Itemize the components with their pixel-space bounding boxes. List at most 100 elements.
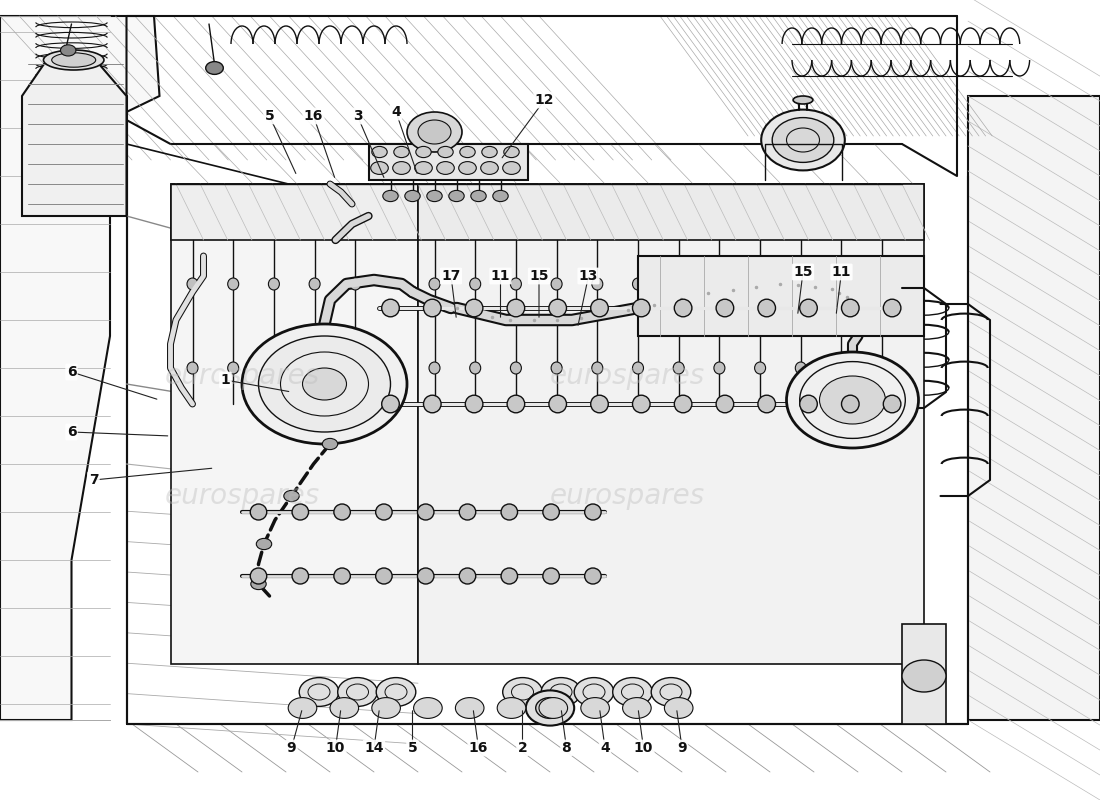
- Text: eurospares: eurospares: [164, 362, 320, 390]
- Ellipse shape: [795, 278, 806, 290]
- Ellipse shape: [52, 53, 96, 67]
- Ellipse shape: [877, 362, 888, 374]
- Circle shape: [493, 190, 508, 202]
- Ellipse shape: [465, 395, 483, 413]
- Ellipse shape: [716, 299, 734, 317]
- Text: 14: 14: [364, 741, 384, 755]
- Ellipse shape: [228, 362, 239, 374]
- Ellipse shape: [883, 395, 901, 413]
- Text: 5: 5: [408, 741, 417, 755]
- Text: 4: 4: [601, 741, 609, 755]
- Ellipse shape: [500, 504, 517, 520]
- Text: 12: 12: [535, 93, 554, 107]
- Ellipse shape: [632, 278, 644, 290]
- Circle shape: [482, 146, 497, 158]
- Ellipse shape: [632, 299, 650, 317]
- Circle shape: [503, 162, 520, 174]
- Text: 9: 9: [287, 741, 296, 755]
- Ellipse shape: [350, 278, 361, 290]
- Polygon shape: [170, 184, 418, 240]
- Circle shape: [459, 162, 476, 174]
- Circle shape: [664, 698, 693, 718]
- Text: 15: 15: [529, 269, 549, 283]
- Circle shape: [623, 698, 651, 718]
- Text: 13: 13: [579, 269, 598, 283]
- Circle shape: [437, 162, 454, 174]
- Ellipse shape: [510, 278, 521, 290]
- Ellipse shape: [470, 362, 481, 374]
- Ellipse shape: [251, 568, 266, 584]
- Ellipse shape: [375, 504, 392, 520]
- Circle shape: [455, 698, 484, 718]
- Ellipse shape: [549, 299, 566, 317]
- Ellipse shape: [793, 96, 813, 104]
- Ellipse shape: [309, 278, 320, 290]
- Circle shape: [206, 62, 223, 74]
- Ellipse shape: [424, 395, 441, 413]
- Ellipse shape: [309, 362, 320, 374]
- Circle shape: [383, 190, 398, 202]
- Ellipse shape: [758, 395, 776, 413]
- Ellipse shape: [795, 362, 806, 374]
- Ellipse shape: [591, 395, 608, 413]
- Polygon shape: [22, 64, 126, 216]
- Circle shape: [414, 698, 442, 718]
- Ellipse shape: [836, 278, 847, 290]
- Ellipse shape: [836, 362, 847, 374]
- Ellipse shape: [228, 278, 239, 290]
- Circle shape: [251, 578, 266, 590]
- Ellipse shape: [674, 395, 692, 413]
- Ellipse shape: [842, 395, 859, 413]
- Ellipse shape: [800, 299, 817, 317]
- Ellipse shape: [551, 362, 562, 374]
- Circle shape: [539, 698, 568, 718]
- Ellipse shape: [292, 504, 308, 520]
- Text: eurospares: eurospares: [549, 482, 705, 510]
- Circle shape: [526, 690, 574, 726]
- Ellipse shape: [883, 299, 901, 317]
- Text: eurospares: eurospares: [164, 482, 320, 510]
- Circle shape: [761, 110, 845, 170]
- Polygon shape: [0, 16, 160, 720]
- Text: 17: 17: [441, 269, 461, 283]
- Ellipse shape: [673, 278, 684, 290]
- Ellipse shape: [584, 504, 601, 520]
- Text: 2: 2: [518, 741, 527, 755]
- Ellipse shape: [429, 362, 440, 374]
- Ellipse shape: [268, 278, 279, 290]
- Ellipse shape: [842, 299, 859, 317]
- Text: 15: 15: [793, 265, 813, 279]
- Text: 10: 10: [634, 741, 653, 755]
- Circle shape: [394, 146, 409, 158]
- Circle shape: [371, 162, 388, 174]
- Ellipse shape: [417, 568, 433, 584]
- Ellipse shape: [470, 278, 481, 290]
- Text: 5: 5: [265, 109, 274, 123]
- Ellipse shape: [507, 299, 525, 317]
- Circle shape: [405, 190, 420, 202]
- Text: eurospares: eurospares: [549, 362, 705, 390]
- Polygon shape: [418, 184, 924, 664]
- Ellipse shape: [417, 504, 433, 520]
- Text: 6: 6: [67, 425, 76, 439]
- Circle shape: [820, 376, 886, 424]
- Ellipse shape: [333, 568, 350, 584]
- Text: 16: 16: [469, 741, 488, 755]
- Circle shape: [427, 190, 442, 202]
- Circle shape: [416, 146, 431, 158]
- Polygon shape: [170, 184, 418, 664]
- Circle shape: [536, 698, 564, 718]
- Circle shape: [372, 146, 387, 158]
- Ellipse shape: [542, 568, 559, 584]
- Circle shape: [504, 146, 519, 158]
- Ellipse shape: [714, 278, 725, 290]
- Ellipse shape: [251, 504, 266, 520]
- Circle shape: [299, 678, 339, 706]
- Text: 16: 16: [304, 109, 323, 123]
- Ellipse shape: [500, 568, 517, 584]
- Circle shape: [460, 146, 475, 158]
- Circle shape: [418, 120, 451, 144]
- Ellipse shape: [877, 278, 888, 290]
- Ellipse shape: [800, 395, 817, 413]
- Circle shape: [393, 162, 410, 174]
